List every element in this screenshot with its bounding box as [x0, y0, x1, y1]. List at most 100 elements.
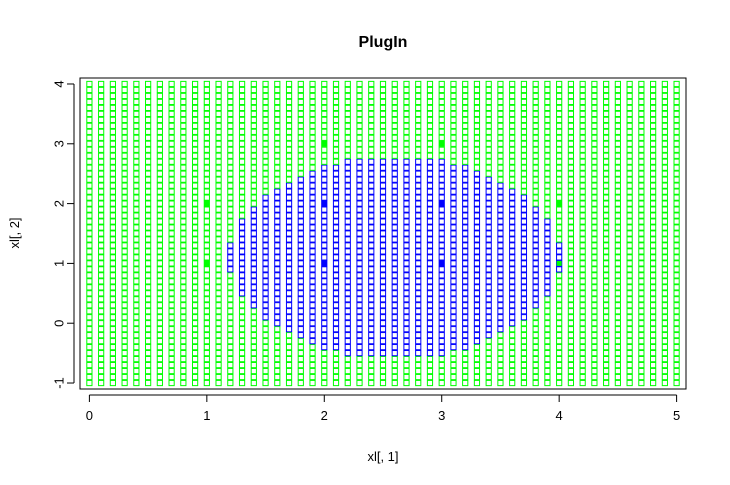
grid-point-outer: [180, 110, 187, 117]
grid-point-inner: [415, 236, 422, 243]
grid-point-outer: [532, 146, 539, 153]
grid-point-outer: [285, 134, 293, 141]
grid-point-outer: [109, 182, 116, 189]
grid-point-outer: [626, 218, 633, 225]
grid-point-outer: [145, 314, 152, 321]
grid-point-outer: [121, 350, 128, 357]
grid-point-outer: [603, 344, 610, 351]
grid-point-outer: [579, 266, 586, 273]
grid-point-outer: [285, 116, 293, 123]
grid-point-outer: [227, 308, 234, 315]
grid-point-outer: [556, 212, 563, 219]
grid-point-outer: [403, 152, 410, 159]
grid-point-outer: [591, 194, 598, 201]
grid-point-inner: [391, 326, 398, 333]
grid-point-outer: [450, 134, 457, 141]
grid-point-outer: [262, 152, 269, 159]
grid-point-inner: [274, 242, 281, 249]
grid-point-outer: [368, 122, 375, 129]
grid-point-outer: [274, 367, 281, 375]
grid-point-outer: [509, 146, 516, 153]
grid-point-inner: [309, 242, 316, 249]
grid-point-outer: [438, 356, 445, 363]
grid-point-inner: [509, 320, 516, 327]
grid-point-inner: [379, 332, 387, 339]
grid-point-outer: [250, 158, 257, 165]
grid-point-outer: [567, 176, 575, 183]
grid-point-outer: [567, 164, 575, 171]
grid-point-inner: [356, 164, 363, 171]
grid-point-outer: [556, 104, 563, 112]
grid-point-inner: [379, 236, 387, 243]
grid-point-outer: [567, 266, 575, 273]
grid-point-inner: [509, 230, 516, 237]
grid-point-outer: [556, 326, 563, 333]
grid-point-outer: [650, 314, 657, 321]
grid-point-outer: [556, 332, 563, 339]
grid-point-inner: [532, 206, 539, 213]
grid-point-outer: [485, 80, 492, 88]
grid-point-outer: [356, 98, 363, 106]
grid-point-inner: [426, 260, 434, 267]
grid-point-outer: [321, 92, 328, 100]
grid-point-inner: [344, 176, 351, 183]
grid-point-inner: [462, 236, 469, 243]
grid-point-outer: [344, 116, 351, 123]
grid-point-outer: [579, 128, 586, 135]
grid-point-outer: [426, 86, 434, 94]
grid-point-outer: [485, 350, 492, 357]
grid-point-outer: [603, 260, 610, 267]
grid-point-inner: [462, 242, 469, 249]
grid-point-inner: [462, 224, 469, 231]
grid-point-outer: [673, 98, 680, 106]
grid-point-outer: [191, 302, 199, 309]
grid-point-inner: [250, 284, 257, 291]
grid-point-outer: [638, 194, 645, 201]
grid-point-outer: [156, 361, 163, 369]
grid-point-inner: [520, 218, 528, 225]
grid-point-outer: [191, 254, 199, 261]
grid-point-outer: [191, 206, 199, 213]
grid-point-outer: [332, 356, 340, 363]
grid-point-outer: [86, 308, 93, 315]
grid-point-outer: [614, 344, 621, 351]
grid-point-inner: [274, 290, 281, 297]
grid-point-outer: [109, 128, 116, 135]
grid-point-outer: [379, 373, 387, 381]
grid-point-outer: [368, 379, 375, 387]
grid-point-outer: [145, 152, 152, 159]
grid-point-outer: [661, 260, 668, 267]
grid-point-outer: [614, 188, 621, 195]
grid-point-inner: [321, 254, 328, 261]
grid-point-outer: [86, 206, 93, 213]
grid-point-outer: [614, 140, 621, 147]
grid-point-outer: [133, 86, 140, 94]
grid-point-outer: [356, 379, 363, 387]
grid-point-outer: [133, 344, 140, 351]
grid-point-inner: [321, 326, 328, 333]
grid-point-outer: [180, 98, 187, 106]
grid-point-outer: [556, 140, 563, 147]
grid-point-inner: [238, 260, 246, 267]
grid-point-outer: [403, 379, 410, 387]
grid-point-outer: [450, 104, 457, 112]
grid-point-outer: [215, 266, 222, 273]
grid-point-inner: [332, 242, 340, 249]
grid-point-outer: [509, 176, 516, 183]
grid-point-outer: [614, 326, 621, 333]
grid-point-outer: [227, 373, 234, 381]
grid-point-outer: [121, 104, 128, 112]
grid-point-inner: [344, 212, 351, 219]
grid-point-outer: [473, 356, 481, 363]
grid-point-inner: [485, 194, 492, 201]
grid-point-outer: [626, 367, 633, 375]
grid-point-outer: [626, 350, 633, 357]
grid-point-outer: [109, 206, 116, 213]
grid-point-outer: [133, 194, 140, 201]
grid-point-outer: [391, 379, 398, 387]
grid-point-outer: [591, 164, 598, 171]
grid-point-outer: [567, 379, 575, 387]
grid-point-inner: [426, 242, 434, 249]
grid-point-outer: [544, 332, 551, 339]
grid-point-outer: [145, 350, 152, 357]
